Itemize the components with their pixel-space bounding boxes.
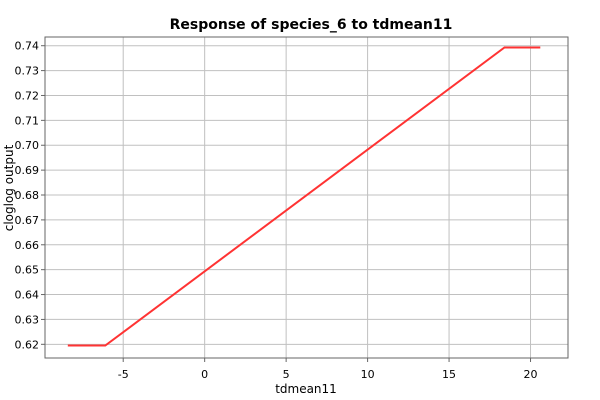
x-tick-label: -5: [118, 368, 129, 381]
plot-frame: [44, 36, 569, 359]
y-tick-label: 0.68: [15, 189, 40, 202]
y-tick-label: 0.72: [15, 89, 40, 102]
y-tick-label: 0.66: [15, 239, 40, 252]
y-tick-label: 0.65: [15, 264, 40, 277]
y-tick-label: 0.70: [15, 139, 40, 152]
x-tick-label: 10: [361, 368, 375, 381]
x-axis-label: tdmean11: [275, 382, 337, 396]
x-axis-ticks: -5 0 5 10 15 20: [118, 358, 538, 381]
y-axis-label: cloglog output: [2, 144, 16, 231]
y-tick-label: 0.67: [15, 214, 40, 227]
x-tick-label: 20: [524, 368, 538, 381]
y-tick-label: 0.73: [15, 65, 40, 78]
y-axis-ticks: 0.62 0.63 0.64 0.65 0.66 0.67 0.68 0.69 0.70 0.71…: [15, 40, 45, 351]
y-tick-label: 0.64: [15, 289, 40, 302]
x-tick-label: 0: [201, 368, 208, 381]
y-tick-label: 0.63: [15, 313, 40, 326]
x-tick-label: 15: [442, 368, 456, 381]
y-tick-label: 0.62: [15, 338, 40, 351]
y-tick-label: 0.71: [15, 114, 40, 127]
x-tick-label: 5: [283, 368, 290, 381]
grid: [45, 37, 568, 358]
series-line: [67, 46, 541, 347]
y-tick-label: 0.69: [15, 164, 40, 177]
series-group: [67, 46, 541, 347]
y-tick-label: 0.74: [15, 40, 40, 53]
chart-title: Response of species_6 to tdmean11: [170, 17, 453, 33]
